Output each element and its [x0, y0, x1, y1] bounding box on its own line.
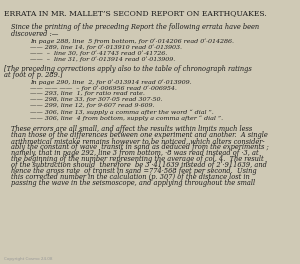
Text: —— 298, line 33, for 307·05 read 307·50.: —— 298, line 33, for 307·05 read 307·50.	[30, 97, 163, 102]
Text: namely, that in page 292, line 3 from bottom, ·8 was read instead of ·3, at: namely, that in page 292, line 3 from bo…	[11, 149, 259, 157]
Text: —— —— ——  – for 0ʹ·006956 read 0ʹ·006954.: —— —— —— – for 0ʹ·006956 read 0ʹ·006954.	[30, 85, 177, 91]
Text: at foot of p. 289.]: at foot of p. 289.]	[4, 71, 62, 79]
Text: ERRATA IN MR. MALLET’S SECOND REPORT ON EARTHQUAKES.: ERRATA IN MR. MALLET’S SECOND REPORT ON …	[4, 9, 266, 17]
Text: ably the constant of wave  transit in sand as deduced from the experiments ;: ably the constant of wave transit in san…	[11, 143, 269, 151]
Text: Since the printing of the preceding Report the following errata have been: Since the printing of the preceding Repo…	[11, 23, 260, 31]
Text: In page 290, line  2, for 0ʹ·013914 read 0ʹ·013909.: In page 290, line 2, for 0ʹ·013914 read …	[30, 79, 192, 85]
Text: —— 306, line 13, supply a comma after the word “ dial ”.: —— 306, line 13, supply a comma after th…	[30, 110, 214, 115]
Text: arithmetical mistake remains however to be noticed, which alters consider-: arithmetical mistake remains however to …	[11, 137, 265, 145]
Text: —— 293, line  1, for ratio read rate.: —— 293, line 1, for ratio read rate.	[30, 91, 145, 96]
Text: ——  –  line 30, for 0ʹ·41743 read 0ʹ·41726.: —— – line 30, for 0ʹ·41743 read 0ʹ·41726…	[30, 50, 167, 56]
Text: hence the gross rate  of transit in sand =774·568 feet per second.  Using: hence the gross rate of transit in sand …	[11, 167, 257, 175]
Text: discovered :—: discovered :—	[11, 30, 59, 38]
Text: ——  –  line 31, for 0ʹ·013914 read 0ʹ·013909.: —— – line 31, for 0ʹ·013914 read 0ʹ·0139…	[30, 56, 175, 62]
Text: In page 288, line  5 from bottom, for 0ʹ·014206 read 0ʹ·014286.: In page 288, line 5 from bottom, for 0ʹ·…	[30, 38, 234, 44]
Text: than those of the differences between one experiment and another.  A single: than those of the differences between on…	[11, 131, 268, 139]
Text: this corrected number in the calculation (p. 307) of the distance lost in: this corrected number in the calculation…	[11, 173, 250, 181]
Text: These errors are all small, and affect the results within limits much less: These errors are all small, and affect t…	[11, 125, 253, 133]
Text: [The preceding corrections apply also to the table of chronograph ratings: [The preceding corrections apply also to…	[4, 65, 251, 73]
Text: —— 289, line 14, for 0ʹ·013910 read 0ʹ·013903.: —— 289, line 14, for 0ʹ·013910 read 0ʹ·0…	[30, 44, 182, 50]
Text: —— 299, line 12, for 9·607 read 9·609.: —— 299, line 12, for 9·607 read 9·609.	[30, 103, 154, 109]
Text: passing the wave in the seismoscope, and applying throughout the small: passing the wave in the seismoscope, and…	[11, 179, 256, 187]
Text: Copyright Cosmo 24.08: Copyright Cosmo 24.08	[4, 257, 52, 261]
Text: of the subtraction should  therefore  be 3ʹ·411639 instead of 2ʹ·911639, and: of the subtraction should therefore be 3…	[11, 161, 267, 169]
Text: —— 306, line  4 from bottom, supply a comma after “ dial ”.: —— 306, line 4 from bottom, supply a com…	[30, 116, 223, 121]
Text: the beginning of the number representing the average of col. 4.  The result: the beginning of the number representing…	[11, 155, 264, 163]
